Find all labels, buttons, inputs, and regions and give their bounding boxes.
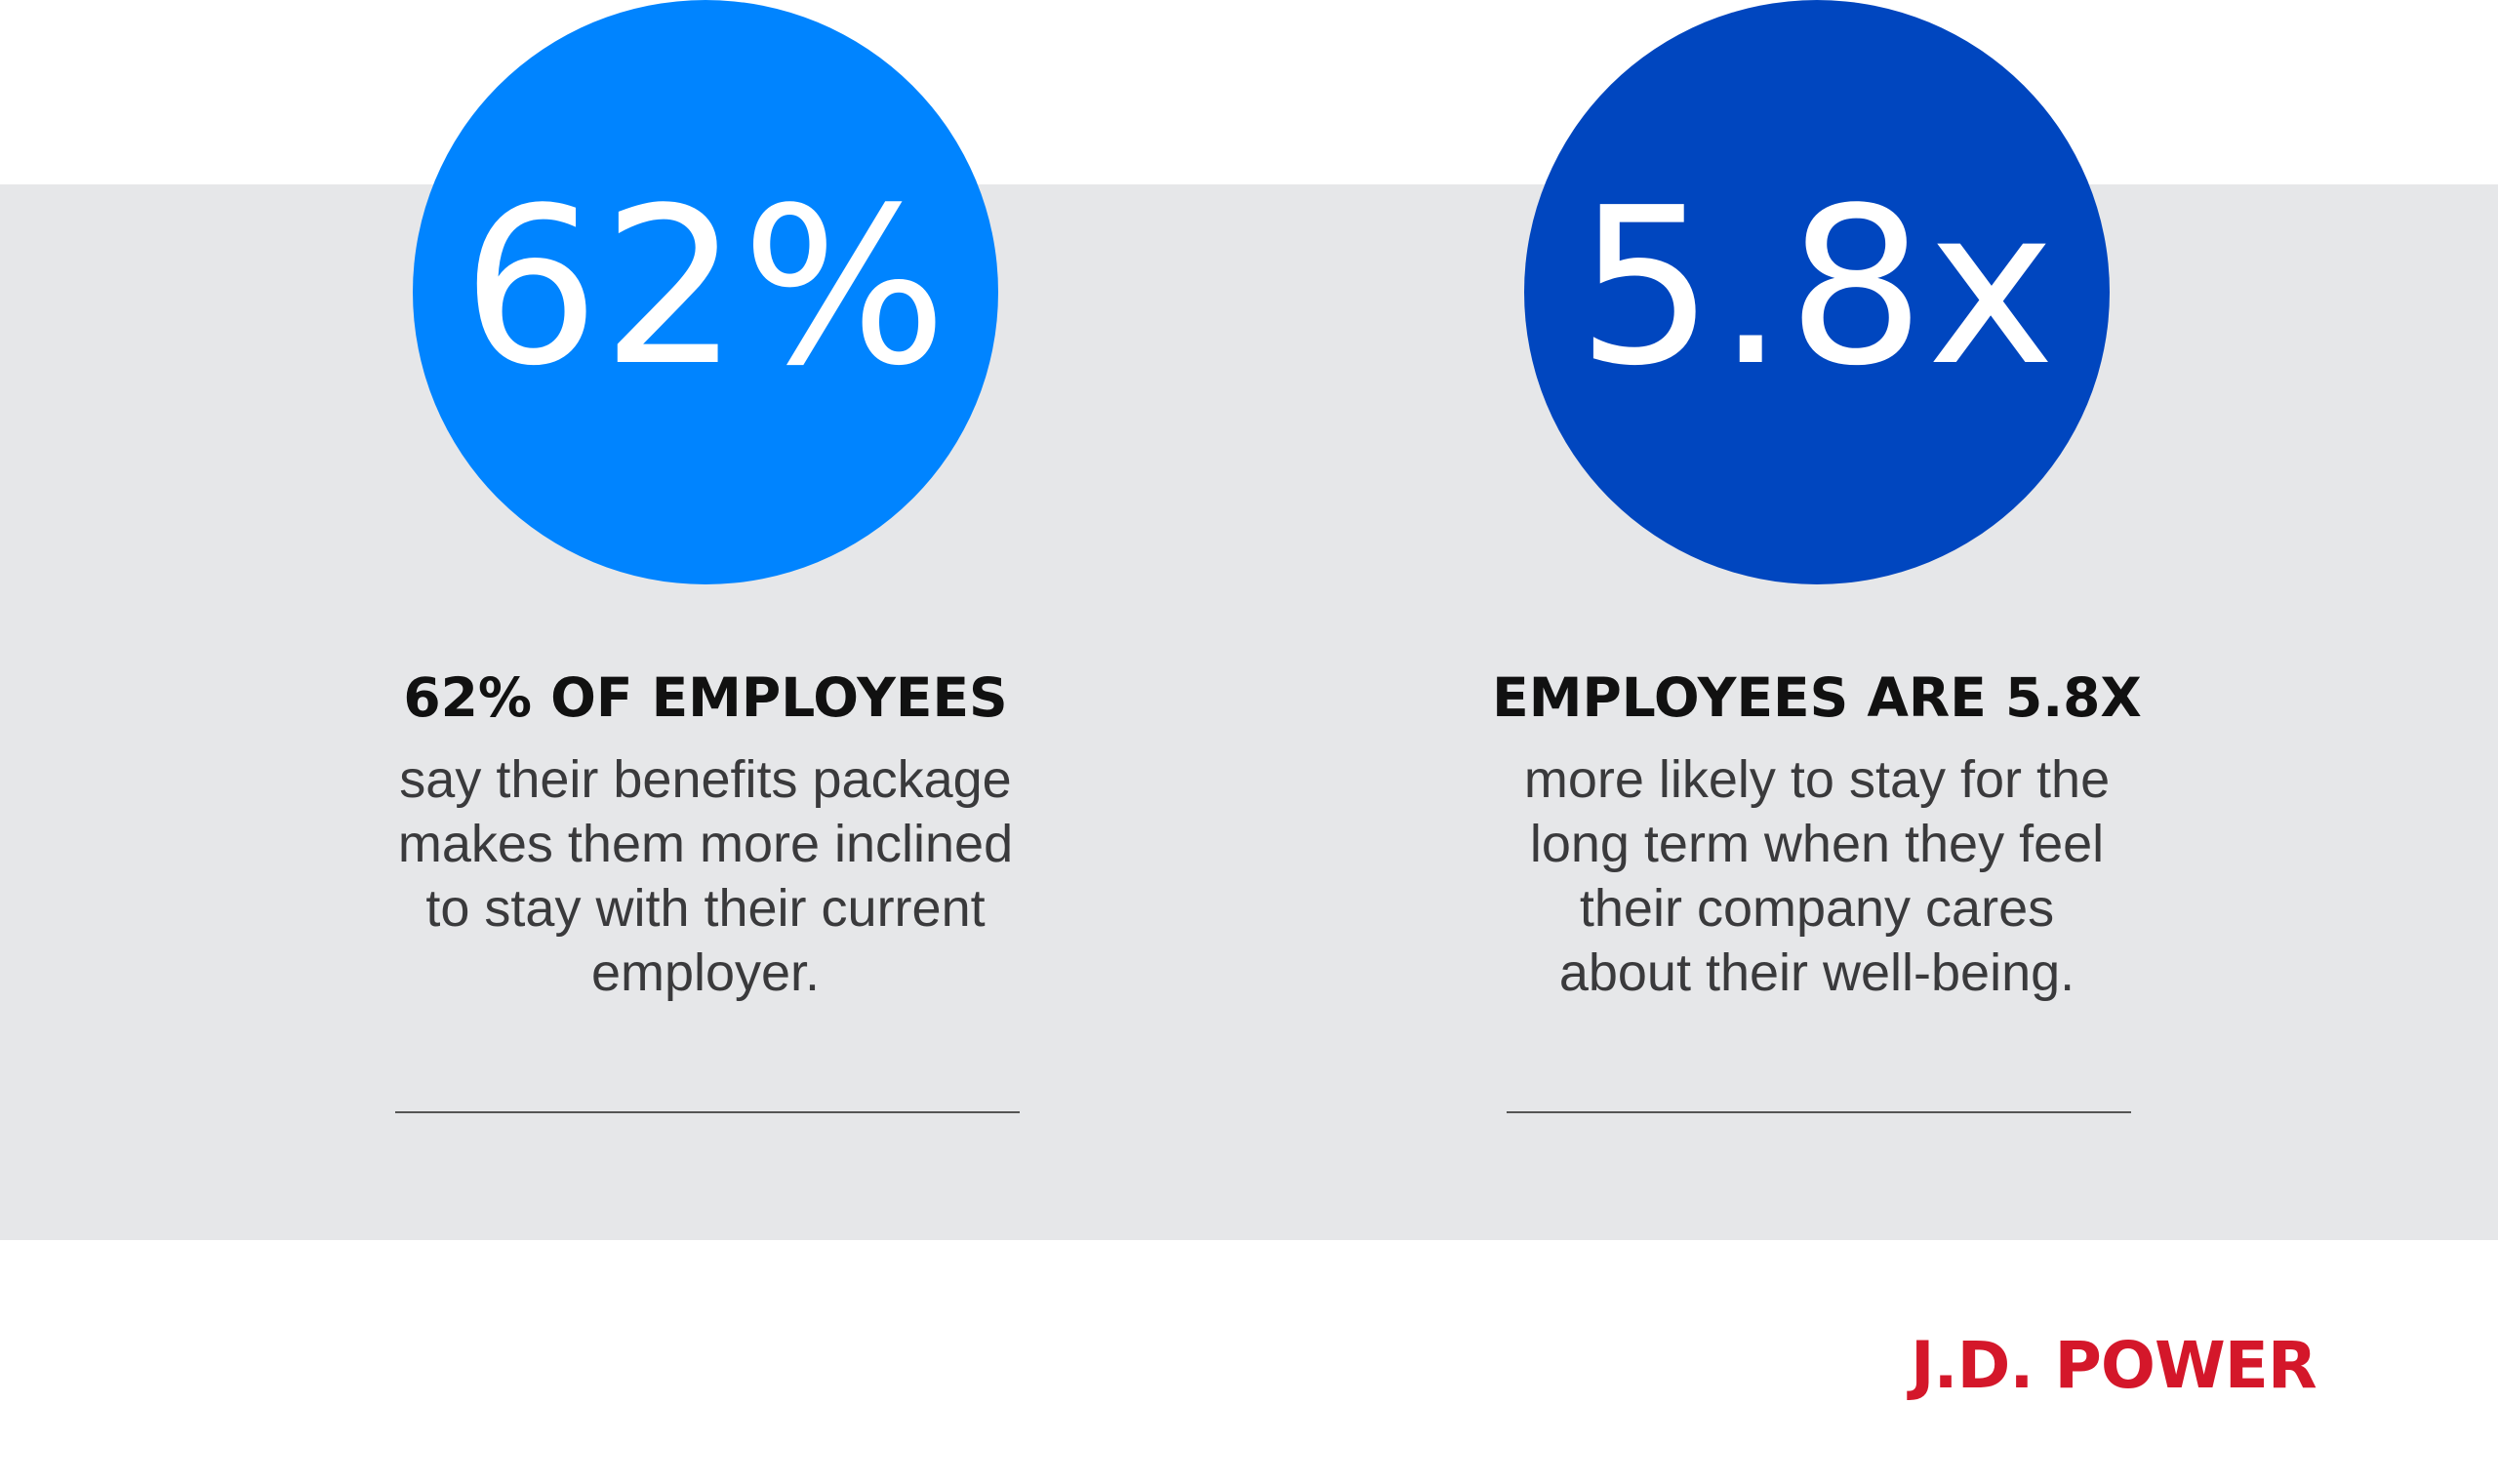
stat-description-line: long term when they feel — [1529, 815, 2105, 873]
divider-left — [395, 1111, 1020, 1113]
stat-headline-left: 62% OF EMPLOYEES — [403, 666, 1008, 729]
stat-description-line: more likely to stay for the — [1523, 750, 2111, 809]
stat-description-line: say their benefits package — [399, 750, 1012, 809]
stat-circle-right: 5.8x — [1524, 0, 2110, 584]
stat-description-line: makes them more inclined — [397, 815, 1014, 873]
stat-description-line: employer. — [590, 943, 821, 1002]
divider-right — [1507, 1111, 2131, 1113]
stat-description-right: more likely to stay for the long term wh… — [1378, 747, 2256, 1005]
stat-description-left: say their benefits package makes them mo… — [266, 747, 1145, 1005]
stat-description-line: about their well-being. — [1558, 943, 2075, 1002]
stat-description-line: their company cares — [1579, 879, 2055, 938]
stat-circle-left: 62% — [413, 0, 998, 584]
stat-62-percent: 62% 62% OF EMPLOYEES say their benefits … — [266, 0, 1145, 1240]
stat-value-left: 62% — [462, 161, 949, 414]
stat-description-line: to stay with their current — [425, 879, 986, 938]
stat-value-right: 5.8x — [1576, 161, 2058, 414]
stat-5-8x: 5.8x EMPLOYEES ARE 5.8X more likely to s… — [1378, 0, 2256, 1240]
stat-headline-right: EMPLOYEES ARE 5.8X — [1492, 666, 2142, 729]
jd-power-logo: J.D. POWER — [1911, 1327, 2317, 1403]
